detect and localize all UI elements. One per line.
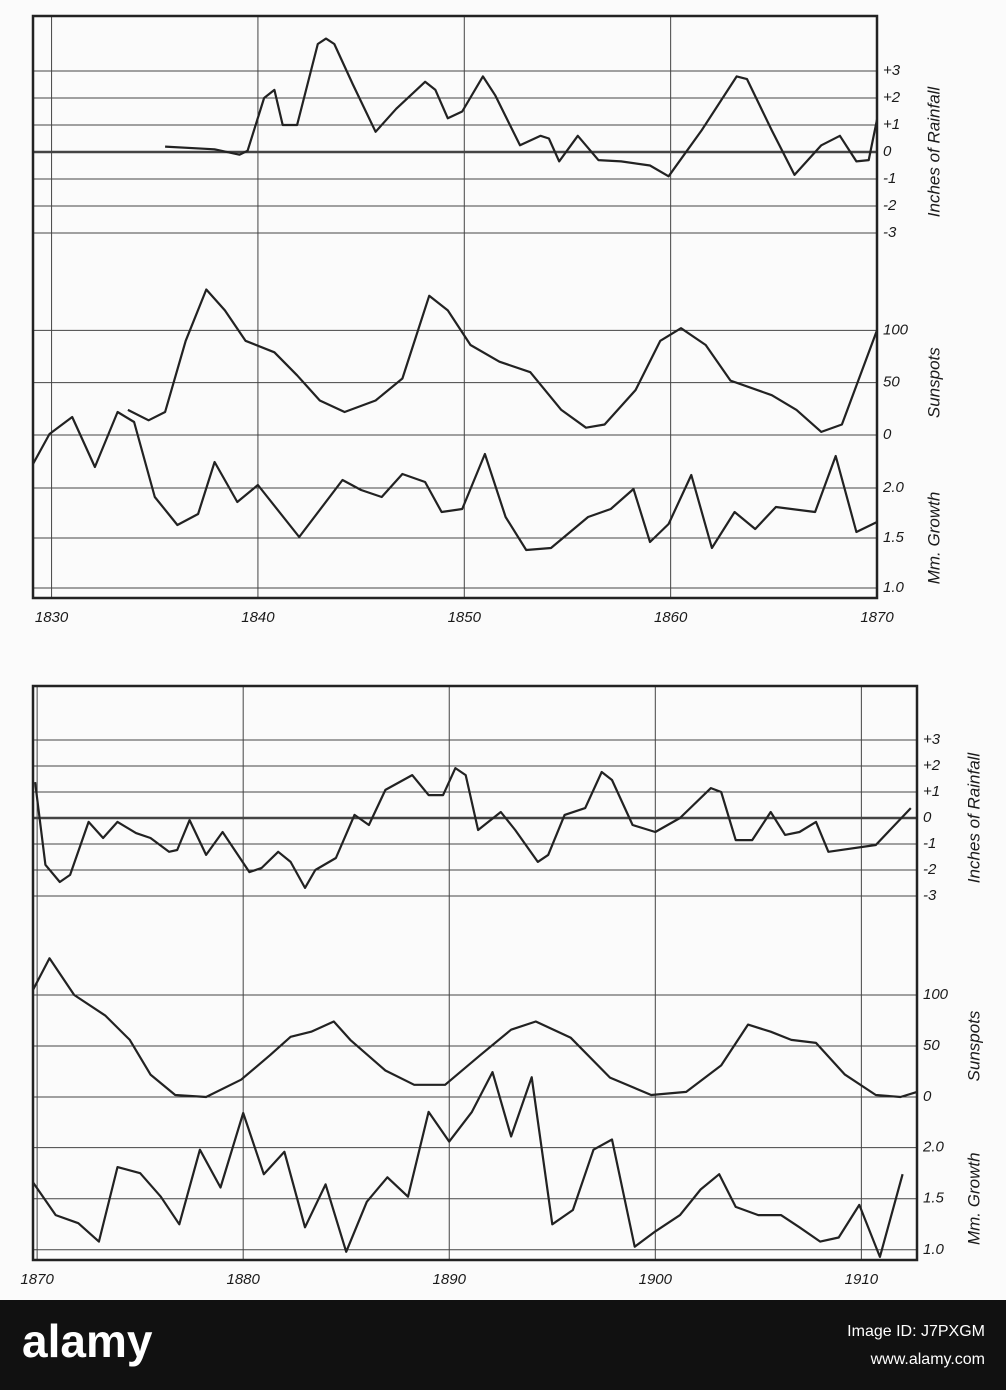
y-tick-label: +1 bbox=[883, 116, 900, 133]
x-tick-label: 1870 bbox=[20, 1271, 54, 1288]
y-tick-label: +1 bbox=[923, 783, 940, 800]
watermark-id: Image ID: J7PXGM bbox=[847, 1323, 985, 1340]
y-tick-label: 0 bbox=[883, 143, 892, 160]
y-tick-label: 1.0 bbox=[883, 579, 905, 596]
y-tick-label: -2 bbox=[883, 197, 897, 214]
data-line bbox=[32, 1071, 904, 1258]
plot-frame bbox=[31, 14, 879, 600]
y-tick-label: -2 bbox=[923, 861, 937, 878]
y-axis-label: Inches of Rainfall bbox=[964, 752, 983, 884]
data-line bbox=[165, 37, 879, 178]
y-tick-label: -3 bbox=[923, 887, 937, 904]
x-tick-label: 1830 bbox=[35, 609, 69, 626]
paper bbox=[0, 0, 1006, 1300]
y-axis-label: Sunspots bbox=[964, 1010, 983, 1081]
watermark-bar bbox=[0, 1300, 1006, 1390]
x-tick-label: 1860 bbox=[654, 609, 688, 626]
data-line bbox=[32, 957, 918, 1099]
y-tick-label: +3 bbox=[883, 62, 901, 79]
y-tick-label: -1 bbox=[883, 170, 896, 187]
y-tick-label: -3 bbox=[883, 224, 897, 241]
y-axis-label: Mm. Growth bbox=[964, 1152, 983, 1245]
x-tick-label: 1910 bbox=[845, 1271, 879, 1288]
y-tick-label: +2 bbox=[923, 757, 941, 774]
x-tick-label: 1840 bbox=[241, 609, 275, 626]
y-axis-label: Sunspots bbox=[924, 347, 943, 418]
watermark-url: www.alamy.com bbox=[870, 1351, 985, 1368]
y-tick-label: 100 bbox=[923, 986, 949, 1003]
y-tick-label: 0 bbox=[883, 426, 892, 443]
y-tick-label: 100 bbox=[883, 321, 909, 338]
y-axis-label: Inches of Rainfall bbox=[924, 86, 943, 218]
y-tick-label: 2.0 bbox=[922, 1139, 945, 1156]
x-tick-label: 1850 bbox=[448, 609, 482, 626]
y-tick-label: 1.0 bbox=[923, 1241, 945, 1258]
y-tick-label: +2 bbox=[883, 89, 901, 106]
y-tick-label: 50 bbox=[883, 374, 900, 391]
data-line bbox=[34, 767, 912, 889]
y-tick-label: +3 bbox=[923, 731, 941, 748]
y-tick-label: 1.5 bbox=[923, 1190, 945, 1207]
y-tick-label: 50 bbox=[923, 1037, 940, 1054]
data-line bbox=[32, 410, 878, 552]
x-tick-label: 1890 bbox=[433, 1271, 467, 1288]
plot-frame bbox=[31, 684, 919, 1262]
data-line bbox=[127, 288, 879, 433]
x-tick-label: 1900 bbox=[639, 1271, 673, 1288]
y-tick-label: 2.0 bbox=[882, 479, 905, 496]
y-tick-label: -1 bbox=[923, 835, 936, 852]
y-tick-label: 0 bbox=[923, 1088, 932, 1105]
x-tick-label: 1880 bbox=[226, 1271, 260, 1288]
y-tick-label: 0 bbox=[923, 809, 932, 826]
watermark-logo: alamy bbox=[22, 1315, 153, 1367]
y-tick-label: 1.5 bbox=[883, 529, 905, 546]
x-tick-label: 1870 bbox=[860, 609, 894, 626]
y-axis-label: Mm. Growth bbox=[924, 492, 943, 585]
